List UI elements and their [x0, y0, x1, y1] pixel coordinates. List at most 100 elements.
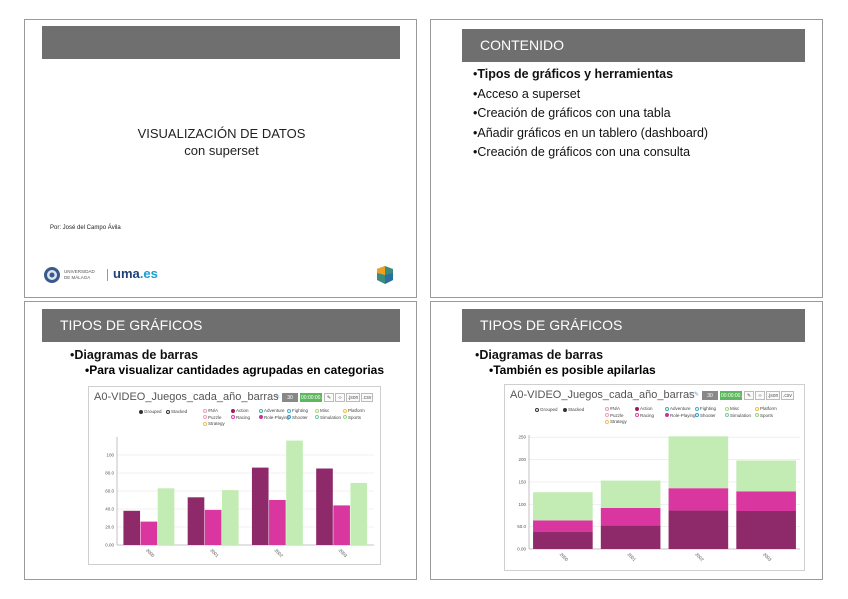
stacked-bar-chart: 0.00 50.0 100 150 200 250 2000 2001 2002 2003: [517, 435, 800, 563]
time-badge: 00:00:00.0: [720, 391, 745, 400]
legend-swatch: [315, 415, 319, 420]
legend-item[interactable]: Misc: [315, 408, 329, 413]
legend-item[interactable]: Role-Playing: [259, 415, 290, 420]
legend-item[interactable]: Adventure: [665, 406, 691, 411]
code-icon: ‹›: [338, 395, 342, 401]
csv-button[interactable]: .csv: [361, 393, 373, 402]
slide-header-tipos: TIPOS DE GRÁFICOS: [462, 309, 805, 342]
legend-label: #N/A: [610, 406, 621, 411]
bar: [123, 510, 141, 545]
time-badge: 00:00:00.0: [300, 393, 325, 402]
legend-label: Shooter: [292, 414, 308, 420]
legend-item[interactable]: Sports: [343, 415, 361, 420]
y-tick-label: 150: [518, 479, 526, 484]
mode-toggle-stacked[interactable]: Stacked: [563, 407, 584, 412]
legend-label: Simulation: [320, 414, 342, 420]
bar: [204, 509, 222, 545]
x-tick-label: 2003: [338, 548, 349, 559]
es-logo-text: .es: [139, 266, 158, 281]
slide-contents[interactable]: CONTENIDO •Tipos de gráficos y herramien…: [430, 19, 823, 298]
legend-item[interactable]: Simulation: [725, 413, 751, 418]
mode-toggle-grouped[interactable]: Grouped: [139, 409, 162, 414]
university-logo: UNIVERSIDAD DE MÁLAGA: [43, 265, 103, 285]
rows-badge: 30 rows: [702, 391, 718, 408]
legend-item[interactable]: Sports: [755, 413, 773, 418]
legend-label: Fighting: [700, 406, 717, 411]
legend-item[interactable]: Action: [231, 408, 249, 413]
bar: [140, 521, 158, 545]
legend-swatch: [259, 408, 263, 413]
link-icon: ✎: [746, 393, 752, 399]
legend-item[interactable]: Action: [635, 406, 653, 411]
star-icon[interactable]: ☆: [687, 392, 693, 398]
legend-item[interactable]: Puzzle: [203, 415, 222, 420]
legend-swatch: [635, 406, 639, 411]
legend-swatch: [605, 419, 609, 424]
legend-item[interactable]: Shooter: [287, 415, 308, 420]
legend-item[interactable]: Shooter: [695, 413, 716, 418]
contents-item: •Añadir gráficos en un tablero (dashboar…: [473, 125, 709, 140]
rows-badge: 30 rows: [282, 393, 298, 410]
slide-grouped-bars[interactable]: TIPOS DE GRÁFICOS •Diagramas de barras •…: [24, 301, 417, 580]
legend-label: Adventure: [670, 406, 691, 411]
legend-label: Sports: [348, 414, 362, 420]
legend-item[interactable]: Fighting: [287, 408, 308, 413]
legend-item[interactable]: Strategy: [203, 421, 225, 426]
link-button[interactable]: ✎: [744, 391, 754, 400]
bar: [221, 490, 239, 545]
bar-segment: [600, 480, 661, 508]
y-tick-label: 60.0: [105, 489, 114, 494]
bar: [269, 500, 286, 545]
json-button[interactable]: .json: [766, 391, 780, 400]
legend-item[interactable]: Simulation: [315, 415, 341, 420]
legend-item[interactable]: Fighting: [695, 406, 716, 411]
legend-label: Strategy: [610, 419, 627, 424]
legend-swatch: [287, 408, 291, 413]
legend-label: Sports: [760, 412, 774, 418]
slide-title[interactable]: VISUALIZACIÓN DE DATOS con superset Por:…: [24, 19, 417, 298]
legend-item[interactable]: Strategy: [605, 419, 627, 424]
edit-icon[interactable]: ✎: [275, 394, 281, 400]
y-tick-label: 40.0: [105, 507, 114, 512]
bar-segment: [600, 525, 661, 549]
legend-swatch: [755, 406, 759, 411]
bar-segment: [533, 520, 593, 533]
chart-panel-grouped[interactable]: A0-VIDEO_Juegos_cada_año_barras ☆ ✎ 30 r…: [88, 386, 381, 565]
legend-swatch: [315, 408, 319, 413]
legend-item[interactable]: Misc: [725, 406, 739, 411]
edit-icon[interactable]: ✎: [694, 392, 700, 398]
grouped-bar-chart: 0.00 20.0 40.0 60.0 80.0 100 2000 2001 2002 2003: [105, 437, 374, 559]
legend-item[interactable]: Racing: [635, 413, 654, 418]
bar: [286, 440, 303, 545]
uma-logo-text: uma: [113, 266, 140, 281]
code-button[interactable]: ‹›: [755, 391, 765, 400]
legend-swatch: [287, 415, 291, 420]
legend-swatch: [343, 415, 347, 420]
legend-item[interactable]: #N/A: [605, 406, 620, 411]
legend-item[interactable]: Role-Playing: [665, 413, 696, 418]
slide-stacked-bars[interactable]: TIPOS DE GRÁFICOS •Diagramas de barras •…: [430, 301, 823, 580]
y-tick-label: 0.00: [105, 543, 114, 548]
bar: [157, 488, 175, 545]
x-tick-label: 2002: [273, 548, 284, 559]
bar-segment: [668, 488, 729, 511]
code-button[interactable]: ‹›: [335, 393, 345, 402]
legend-swatch: [231, 408, 235, 413]
legend-item[interactable]: Adventure: [259, 408, 285, 413]
csv-button[interactable]: .csv: [781, 391, 794, 400]
chart-panel-stacked[interactable]: A0-VIDEO_Juegos_cada_año_barras ☆ ✎ 30 r…: [504, 384, 805, 571]
star-icon[interactable]: ☆: [268, 394, 274, 400]
legend-label: Action: [640, 406, 653, 411]
legend-item[interactable]: Puzzle: [605, 413, 624, 418]
link-button[interactable]: ✎: [324, 393, 334, 402]
legend-item[interactable]: Platform: [755, 406, 777, 411]
legend-item[interactable]: #N/A: [203, 408, 218, 413]
json-button[interactable]: .json: [346, 393, 360, 402]
mode-toggle-grouped[interactable]: Grouped: [535, 407, 558, 412]
mode-toggle-stacked[interactable]: Stacked: [166, 409, 187, 414]
x-tick-label: 2003: [762, 552, 773, 563]
legend-item[interactable]: Platform: [343, 408, 365, 413]
bar-segment: [533, 492, 593, 521]
slide-header-bar: [42, 26, 400, 59]
legend-item[interactable]: Racing: [231, 415, 250, 420]
